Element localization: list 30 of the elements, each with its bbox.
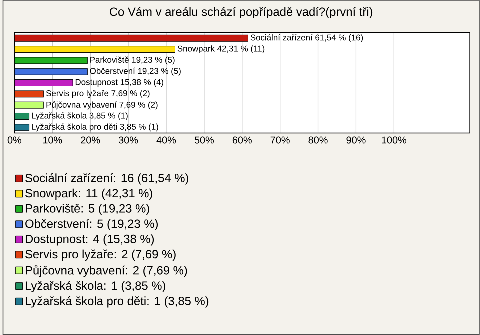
chart-title: Co Vám v areálu schází popřípadě vadí?(první tři) (110, 7, 373, 19)
legend-label: Dostupnost: 4 (15,38 %) (26, 234, 154, 246)
x-tick-label: 90% (346, 136, 366, 144)
legend-label: Lyžařská škola pro děti: 1 (3,85 %) (26, 296, 209, 308)
data-label: Snowpark 42,31 % (11) (178, 46, 265, 54)
x-tick-label: 40% (156, 136, 176, 144)
legend-label: Občerstvení: 5 (19,23 %) (26, 219, 158, 231)
x-tick-label: 60% (232, 136, 252, 144)
legend-label: Půjčovna vybavení: 2 (7,69 %) (26, 264, 188, 278)
data-label: Lyžařská škola 3,85 % (1) (32, 112, 128, 120)
data-label: Sociální zařízení 61,54 % (16) (250, 34, 364, 42)
data-label: Servis pro lyžaře 7,69 % (2) (46, 90, 150, 98)
data-label: Dostupnost 15,38 % (4) (76, 79, 164, 87)
legend-label: Lyžařská škola: 1 (3,85 %) (26, 281, 166, 292)
x-tick-label: 20% (81, 136, 100, 144)
legend-label: Servis pro lyžaře: 2 (7,69 %) (26, 250, 176, 261)
x-tick-label: 0% (8, 136, 22, 144)
legend-label: Parkoviště: 5 (19,23 %) (26, 204, 150, 216)
x-tick-label: 70% (270, 136, 290, 144)
x-tick-label: 100% (382, 136, 407, 144)
data-label: Půjčovna vybavení 7,69 % (2) (46, 101, 158, 110)
data-label: Lyžařská škola pro děti 3,85 % (1) (32, 124, 158, 132)
x-tick-label: 10% (43, 136, 62, 144)
x-tick-label: 80% (308, 136, 328, 144)
x-tick-label: 30% (118, 136, 138, 144)
legend-label: Sociální zařízení: 16 (61,54 %) (26, 174, 188, 185)
data-label: Občerstvení 19,23 % (5) (90, 68, 181, 76)
legend-label: Snowpark: 11 (42,31 %) (26, 188, 152, 200)
x-tick-label: 50% (194, 136, 214, 144)
data-label: Parkoviště 19,23 % (5) (90, 56, 175, 65)
